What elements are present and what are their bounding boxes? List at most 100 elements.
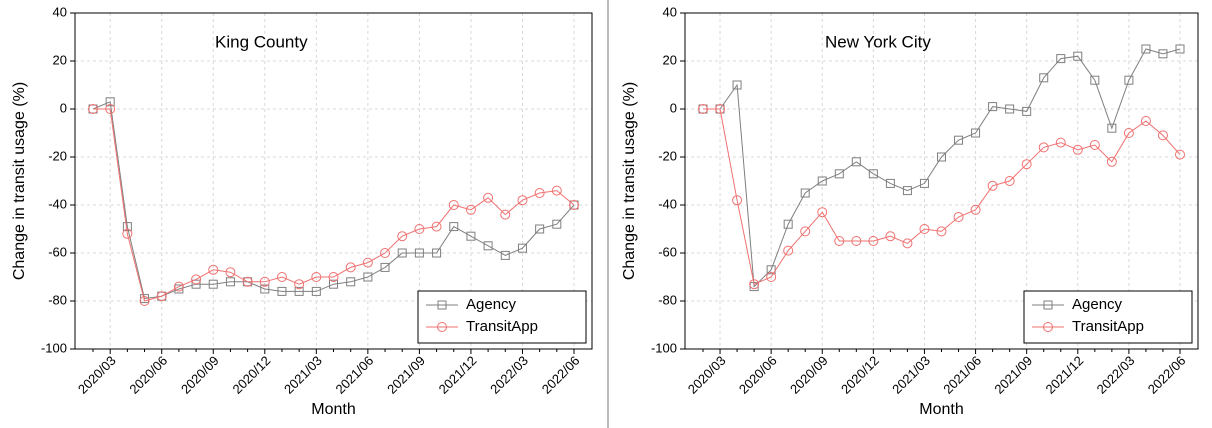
marker bbox=[1157, 130, 1168, 141]
y-tick-label: -60 bbox=[48, 244, 67, 259]
series-line bbox=[703, 108, 1181, 285]
marker bbox=[834, 236, 845, 246]
marker bbox=[766, 265, 776, 275]
y-tick-label: 20 bbox=[53, 52, 67, 67]
y-tick-label: 0 bbox=[60, 100, 67, 115]
marker bbox=[380, 248, 391, 258]
marker bbox=[919, 178, 929, 188]
chart-title: King County bbox=[215, 32, 308, 51]
marker bbox=[191, 274, 202, 285]
marker bbox=[517, 243, 527, 253]
marker bbox=[800, 226, 811, 237]
marker bbox=[363, 272, 373, 282]
y-tick-label: -100 bbox=[651, 340, 677, 355]
marker bbox=[191, 279, 201, 289]
series-line bbox=[703, 48, 1181, 288]
marker bbox=[173, 281, 184, 292]
marker bbox=[208, 264, 219, 275]
marker bbox=[902, 186, 912, 196]
marker bbox=[1124, 75, 1134, 85]
marker bbox=[987, 180, 998, 191]
marker bbox=[988, 102, 998, 112]
y-axis-label: Change in transit usage (%) bbox=[11, 82, 28, 280]
marker bbox=[1090, 75, 1100, 85]
marker bbox=[105, 97, 115, 107]
marker bbox=[1039, 73, 1049, 83]
marker bbox=[971, 128, 981, 138]
marker bbox=[868, 169, 878, 179]
plot-frame bbox=[684, 12, 1199, 350]
marker bbox=[937, 152, 946, 162]
x-tick-label: 2020/12 bbox=[838, 353, 882, 397]
y-tick-label: -80 bbox=[658, 292, 677, 307]
x-tick-label: 2021/09 bbox=[991, 353, 1035, 397]
marker bbox=[329, 279, 338, 289]
x-tick-label: 2021/12 bbox=[1042, 353, 1086, 397]
legend-label: Agency bbox=[1072, 296, 1123, 313]
marker bbox=[749, 279, 760, 290]
marker bbox=[1107, 123, 1117, 133]
marker bbox=[311, 286, 321, 296]
x-tick-label: 2021/06 bbox=[333, 353, 377, 397]
marker bbox=[139, 296, 150, 306]
marker bbox=[1175, 149, 1185, 160]
marker bbox=[1038, 142, 1049, 153]
plot-frame bbox=[74, 12, 593, 350]
marker bbox=[483, 192, 494, 203]
marker bbox=[208, 279, 218, 289]
x-tick-label: 2021/06 bbox=[940, 353, 984, 397]
marker bbox=[1175, 44, 1185, 54]
marker bbox=[868, 236, 879, 246]
marker bbox=[277, 286, 287, 296]
marker bbox=[225, 277, 235, 287]
y-tick-label: 0 bbox=[670, 100, 677, 115]
marker bbox=[1004, 176, 1015, 186]
x-axis-label: Month bbox=[311, 401, 355, 418]
legend-box bbox=[1023, 290, 1193, 344]
x-tick-label: 2021/12 bbox=[436, 353, 480, 397]
y-tick-label: 40 bbox=[53, 4, 67, 19]
x-axis-label: Month bbox=[919, 401, 963, 418]
legend-label: TransitApp bbox=[466, 318, 538, 335]
marker bbox=[732, 195, 743, 206]
marker bbox=[732, 80, 742, 90]
marker bbox=[311, 272, 322, 282]
y-tick-label: 20 bbox=[663, 52, 677, 67]
marker bbox=[328, 272, 339, 282]
x-tick-label: 2022/06 bbox=[1145, 353, 1189, 397]
marker bbox=[362, 257, 373, 268]
marker bbox=[851, 236, 862, 246]
marker bbox=[534, 188, 545, 198]
marker bbox=[1043, 322, 1053, 332]
marker bbox=[346, 277, 356, 287]
series-line bbox=[92, 101, 575, 300]
marker bbox=[902, 238, 913, 249]
x-tick-label: 2020/06 bbox=[736, 353, 780, 397]
marker bbox=[1141, 44, 1151, 54]
marker bbox=[1055, 137, 1066, 148]
y-tick-label: -60 bbox=[658, 244, 677, 259]
marker bbox=[500, 209, 511, 220]
marker bbox=[437, 300, 447, 310]
marker bbox=[431, 221, 442, 232]
marker bbox=[535, 224, 545, 234]
marker bbox=[1106, 156, 1117, 167]
marker bbox=[1140, 116, 1151, 126]
series-line bbox=[93, 108, 575, 302]
legend-label: TransitApp bbox=[1072, 318, 1144, 335]
marker bbox=[1158, 49, 1168, 59]
marker bbox=[294, 286, 304, 296]
marker bbox=[970, 204, 981, 215]
y-tick-label: -40 bbox=[48, 196, 67, 211]
x-tick-label: 2022/03 bbox=[487, 353, 531, 397]
y-tick-label: -20 bbox=[48, 148, 67, 163]
marker bbox=[380, 262, 390, 272]
marker bbox=[698, 104, 708, 114]
y-tick-label: -100 bbox=[41, 340, 67, 355]
marker bbox=[449, 222, 459, 232]
x-tick-label: 2021/09 bbox=[384, 353, 428, 397]
marker bbox=[483, 241, 493, 251]
marker bbox=[414, 248, 424, 258]
marker bbox=[414, 224, 425, 234]
